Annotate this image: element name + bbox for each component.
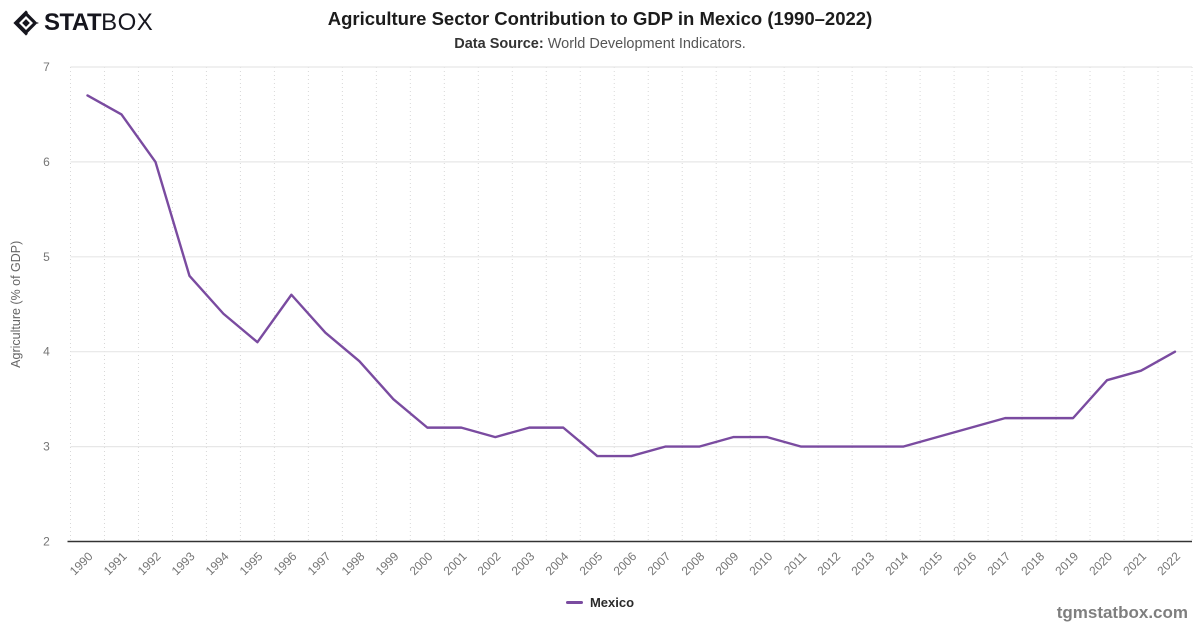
logo-wordmark: STATBOX [44,9,153,37]
svg-text:2: 2 [43,535,50,549]
svg-text:6: 6 [43,155,50,169]
svg-text:2008: 2008 [679,549,708,578]
svg-text:2005: 2005 [577,549,606,578]
gem-diamond-icon [13,10,39,36]
svg-text:2019: 2019 [1052,549,1081,578]
svg-text:1990: 1990 [67,549,96,578]
svg-text:2006: 2006 [611,549,640,578]
svg-text:2014: 2014 [882,549,911,578]
svg-text:4: 4 [43,345,50,359]
svg-text:2022: 2022 [1154,549,1183,578]
svg-text:1994: 1994 [203,549,232,578]
svg-text:2002: 2002 [475,549,504,578]
svg-text:2017: 2017 [984,549,1013,578]
svg-text:2009: 2009 [713,549,742,578]
svg-text:2011: 2011 [781,549,809,577]
svg-text:2018: 2018 [1018,549,1047,578]
svg-text:1999: 1999 [373,549,402,578]
svg-text:1998: 1998 [339,549,368,578]
svg-text:2013: 2013 [848,549,877,578]
chart-subtitle: Data Source: World Development Indicator… [0,36,1200,52]
chart-title: Agriculture Sector Contribution to GDP i… [327,8,873,29]
svg-text:2016: 2016 [950,549,979,578]
data-source-text: World Development Indicators. [543,36,746,52]
svg-text:1991: 1991 [101,549,130,578]
svg-text:2012: 2012 [814,549,843,578]
statbox-logo: STATBOX [12,9,153,37]
svg-text:Agriculture (% of GDP): Agriculture (% of GDP) [9,241,23,368]
svg-text:2000: 2000 [407,549,436,578]
data-source-label: Data Source: [454,36,544,52]
svg-text:2004: 2004 [543,549,572,578]
svg-text:2020: 2020 [1086,549,1115,578]
svg-text:2010: 2010 [747,549,776,578]
svg-text:2003: 2003 [509,549,538,578]
logo-text-stat: STAT [44,9,102,36]
logo-text-box: BOX [101,9,154,36]
svg-text:1993: 1993 [169,549,198,578]
svg-text:2007: 2007 [645,549,674,578]
svg-text:2021: 2021 [1120,549,1149,578]
svg-text:1996: 1996 [271,549,300,578]
legend-series-label: Mexico [589,595,635,610]
chart-legend: Mexico [0,595,1200,610]
legend-item-mexico[interactable]: Mexico [565,595,635,610]
svg-text:2001: 2001 [441,549,470,578]
svg-text:1992: 1992 [135,549,164,578]
svg-text:7: 7 [43,60,50,74]
svg-text:1997: 1997 [305,549,334,578]
svg-text:3: 3 [43,440,50,454]
site-watermark: tgmstatbox.com [1056,603,1188,622]
svg-text:1995: 1995 [237,549,266,578]
svg-text:2015: 2015 [916,549,945,578]
svg-text:5: 5 [43,250,50,264]
legend-line-swatch [565,601,583,604]
